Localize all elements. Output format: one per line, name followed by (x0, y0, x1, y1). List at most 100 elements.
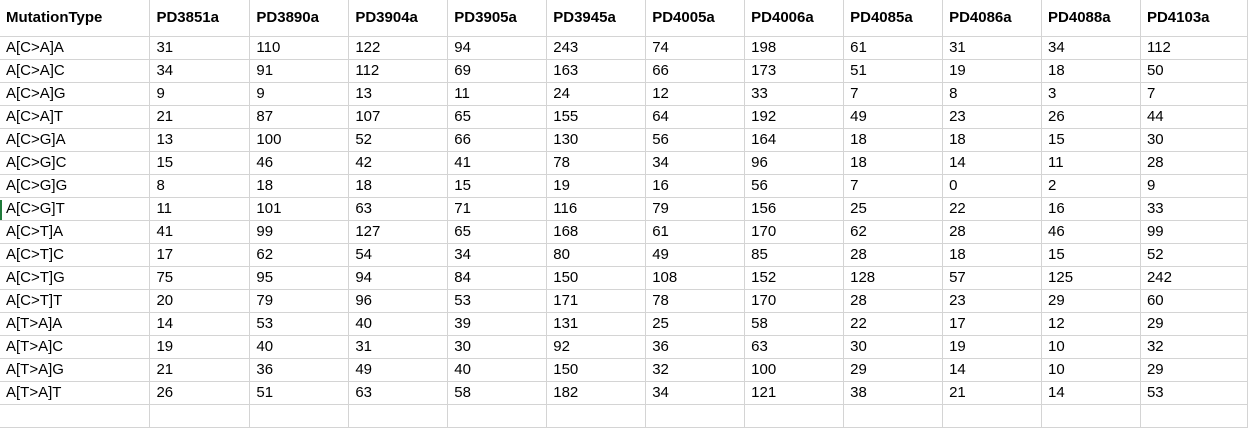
data-cell[interactable] (249, 404, 350, 428)
data-cell[interactable]: 58 (744, 312, 845, 336)
data-cell[interactable]: 130 (546, 128, 647, 152)
data-cell[interactable]: 30 (447, 335, 548, 359)
data-cell[interactable]: 14 (942, 151, 1043, 175)
column-header-3[interactable]: PD3904a (348, 0, 449, 37)
data-cell[interactable]: 29 (1140, 312, 1248, 336)
row-label-cell[interactable] (0, 404, 151, 428)
data-cell[interactable]: 62 (843, 220, 944, 244)
data-cell[interactable]: 34 (149, 59, 251, 83)
data-cell[interactable]: 22 (843, 312, 944, 336)
data-cell[interactable]: 39 (447, 312, 548, 336)
data-cell[interactable]: 242 (1140, 266, 1248, 290)
data-cell[interactable]: 28 (843, 289, 944, 313)
data-cell[interactable]: 61 (645, 220, 746, 244)
data-cell[interactable]: 40 (447, 358, 548, 382)
data-cell[interactable]: 14 (1041, 381, 1141, 405)
column-header-9[interactable]: PD4086a (942, 0, 1043, 37)
data-cell[interactable]: 182 (546, 381, 647, 405)
data-cell[interactable]: 7 (1140, 82, 1248, 106)
data-cell[interactable] (149, 404, 251, 428)
data-cell[interactable]: 56 (744, 174, 845, 198)
data-cell[interactable]: 18 (348, 174, 449, 198)
data-cell[interactable]: 63 (348, 197, 449, 221)
data-cell[interactable]: 56 (645, 128, 746, 152)
data-cell[interactable]: 32 (645, 358, 746, 382)
data-cell[interactable]: 13 (348, 82, 449, 106)
data-cell[interactable]: 100 (249, 128, 350, 152)
data-cell[interactable]: 85 (744, 243, 845, 267)
data-cell[interactable]: 96 (348, 289, 449, 313)
data-cell[interactable]: 44 (1140, 105, 1248, 129)
column-header-8[interactable]: PD4085a (843, 0, 944, 37)
data-cell[interactable]: 192 (744, 105, 845, 129)
data-cell[interactable]: 52 (1140, 243, 1248, 267)
column-header-11[interactable]: PD4103a (1140, 0, 1248, 37)
data-cell[interactable]: 62 (249, 243, 350, 267)
data-cell[interactable]: 65 (447, 220, 548, 244)
data-cell[interactable]: 18 (942, 128, 1043, 152)
data-cell[interactable]: 8 (149, 174, 251, 198)
row-label-cell[interactable]: A[T>A]T (0, 381, 151, 405)
data-cell[interactable]: 101 (249, 197, 350, 221)
data-cell[interactable]: 171 (546, 289, 647, 313)
row-label-cell[interactable]: A[C>A]T (0, 105, 151, 129)
column-header-0[interactable]: MutationType (0, 0, 151, 37)
data-cell[interactable]: 58 (447, 381, 548, 405)
data-cell[interactable]: 0 (942, 174, 1043, 198)
data-cell[interactable]: 11 (149, 197, 251, 221)
data-cell[interactable]: 116 (546, 197, 647, 221)
data-cell[interactable]: 163 (546, 59, 647, 83)
data-cell[interactable]: 125 (1041, 266, 1141, 290)
data-cell[interactable]: 16 (1041, 197, 1141, 221)
row-label-cell[interactable]: A[C>G]G (0, 174, 151, 198)
data-cell[interactable]: 19 (942, 59, 1043, 83)
data-cell[interactable]: 150 (546, 266, 647, 290)
column-header-6[interactable]: PD4005a (645, 0, 746, 37)
data-cell[interactable]: 15 (1041, 243, 1141, 267)
data-cell[interactable]: 19 (546, 174, 647, 198)
data-cell[interactable]: 9 (1140, 174, 1248, 198)
data-cell[interactable]: 41 (149, 220, 251, 244)
row-label-cell[interactable]: A[C>G]T (0, 197, 151, 221)
data-cell[interactable]: 92 (546, 335, 647, 359)
data-cell[interactable]: 21 (149, 105, 251, 129)
data-cell[interactable] (645, 404, 746, 428)
data-cell[interactable]: 156 (744, 197, 845, 221)
row-label-cell[interactable]: A[C>T]G (0, 266, 151, 290)
data-cell[interactable]: 150 (546, 358, 647, 382)
row-label-cell[interactable]: A[C>G]C (0, 151, 151, 175)
data-cell[interactable]: 12 (1041, 312, 1141, 336)
data-cell[interactable]: 19 (149, 335, 251, 359)
data-cell[interactable]: 9 (149, 82, 251, 106)
data-cell[interactable]: 42 (348, 151, 449, 175)
data-cell[interactable]: 12 (645, 82, 746, 106)
data-cell[interactable]: 18 (249, 174, 350, 198)
data-cell[interactable]: 7 (843, 82, 944, 106)
data-cell[interactable]: 34 (645, 151, 746, 175)
row-label-cell[interactable]: A[C>T]A (0, 220, 151, 244)
data-cell[interactable] (942, 404, 1043, 428)
data-cell[interactable]: 152 (744, 266, 845, 290)
data-cell[interactable]: 32 (1140, 335, 1248, 359)
data-cell[interactable]: 112 (1140, 36, 1248, 60)
column-header-1[interactable]: PD3851a (149, 0, 251, 37)
data-cell[interactable]: 87 (249, 105, 350, 129)
row-label-cell[interactable]: A[C>T]T (0, 289, 151, 313)
data-cell[interactable]: 18 (843, 151, 944, 175)
data-cell[interactable] (546, 404, 647, 428)
data-cell[interactable]: 107 (348, 105, 449, 129)
data-cell[interactable]: 65 (447, 105, 548, 129)
data-cell[interactable]: 80 (546, 243, 647, 267)
data-cell[interactable]: 7 (843, 174, 944, 198)
row-label-cell[interactable]: A[C>A]A (0, 36, 151, 60)
data-cell[interactable]: 131 (546, 312, 647, 336)
data-cell[interactable]: 18 (942, 243, 1043, 267)
data-cell[interactable]: 21 (942, 381, 1043, 405)
data-cell[interactable]: 36 (645, 335, 746, 359)
data-cell[interactable]: 10 (1041, 335, 1141, 359)
data-cell[interactable]: 53 (249, 312, 350, 336)
data-cell[interactable]: 29 (843, 358, 944, 382)
data-cell[interactable]: 28 (1140, 151, 1248, 175)
row-label-cell[interactable]: A[C>T]C (0, 243, 151, 267)
data-cell[interactable]: 33 (744, 82, 845, 106)
